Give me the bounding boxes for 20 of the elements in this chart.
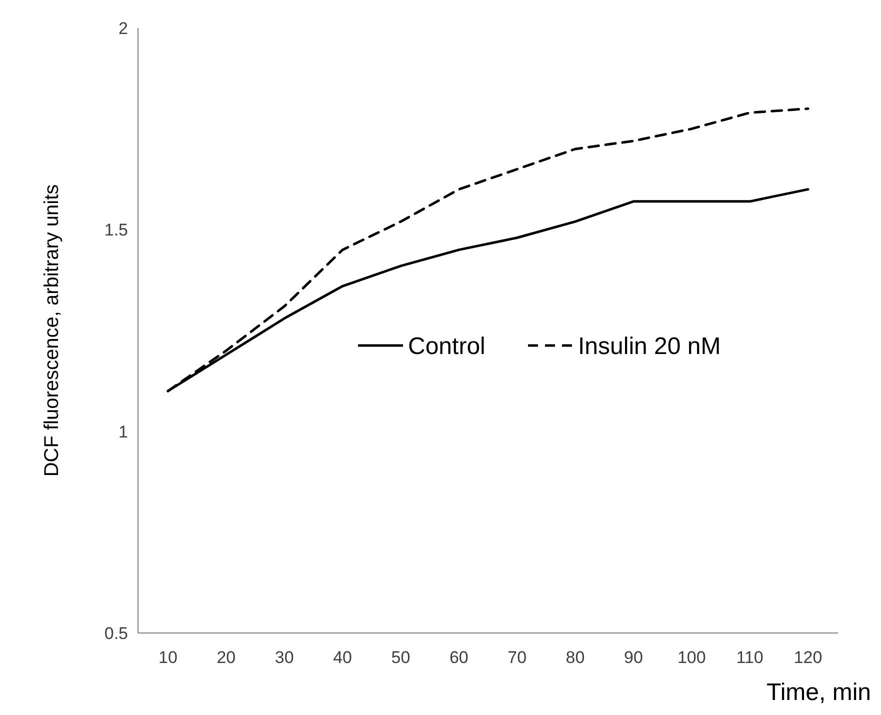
x-tick-label: 10 bbox=[158, 648, 178, 667]
legend-label: Insulin 20 nM bbox=[578, 332, 721, 360]
y-tick-label: 0.5 bbox=[104, 624, 128, 643]
x-axis-title: Time, min bbox=[766, 679, 871, 706]
y-tick-label: 2 bbox=[118, 18, 128, 38]
x-tick-label: 40 bbox=[333, 648, 352, 667]
x-tick-label: 120 bbox=[794, 648, 822, 667]
x-tick-label: 110 bbox=[736, 648, 764, 667]
x-tick-label: 20 bbox=[216, 648, 236, 667]
x-tick-label: 80 bbox=[566, 648, 585, 667]
y-tick-label: 1.5 bbox=[104, 220, 128, 240]
y-tick-label: 1 bbox=[118, 422, 128, 442]
x-tick-label: 70 bbox=[508, 648, 527, 667]
x-tick-label: 90 bbox=[624, 648, 643, 667]
x-tick-label: 60 bbox=[449, 648, 468, 667]
x-tick-label: 100 bbox=[677, 648, 706, 667]
legend-label: Control bbox=[408, 332, 486, 360]
y-axis-title: DCF fluorescence, arbitrary units bbox=[41, 184, 63, 477]
x-tick-label: 50 bbox=[391, 648, 410, 667]
x-tick-label: 30 bbox=[274, 648, 294, 667]
